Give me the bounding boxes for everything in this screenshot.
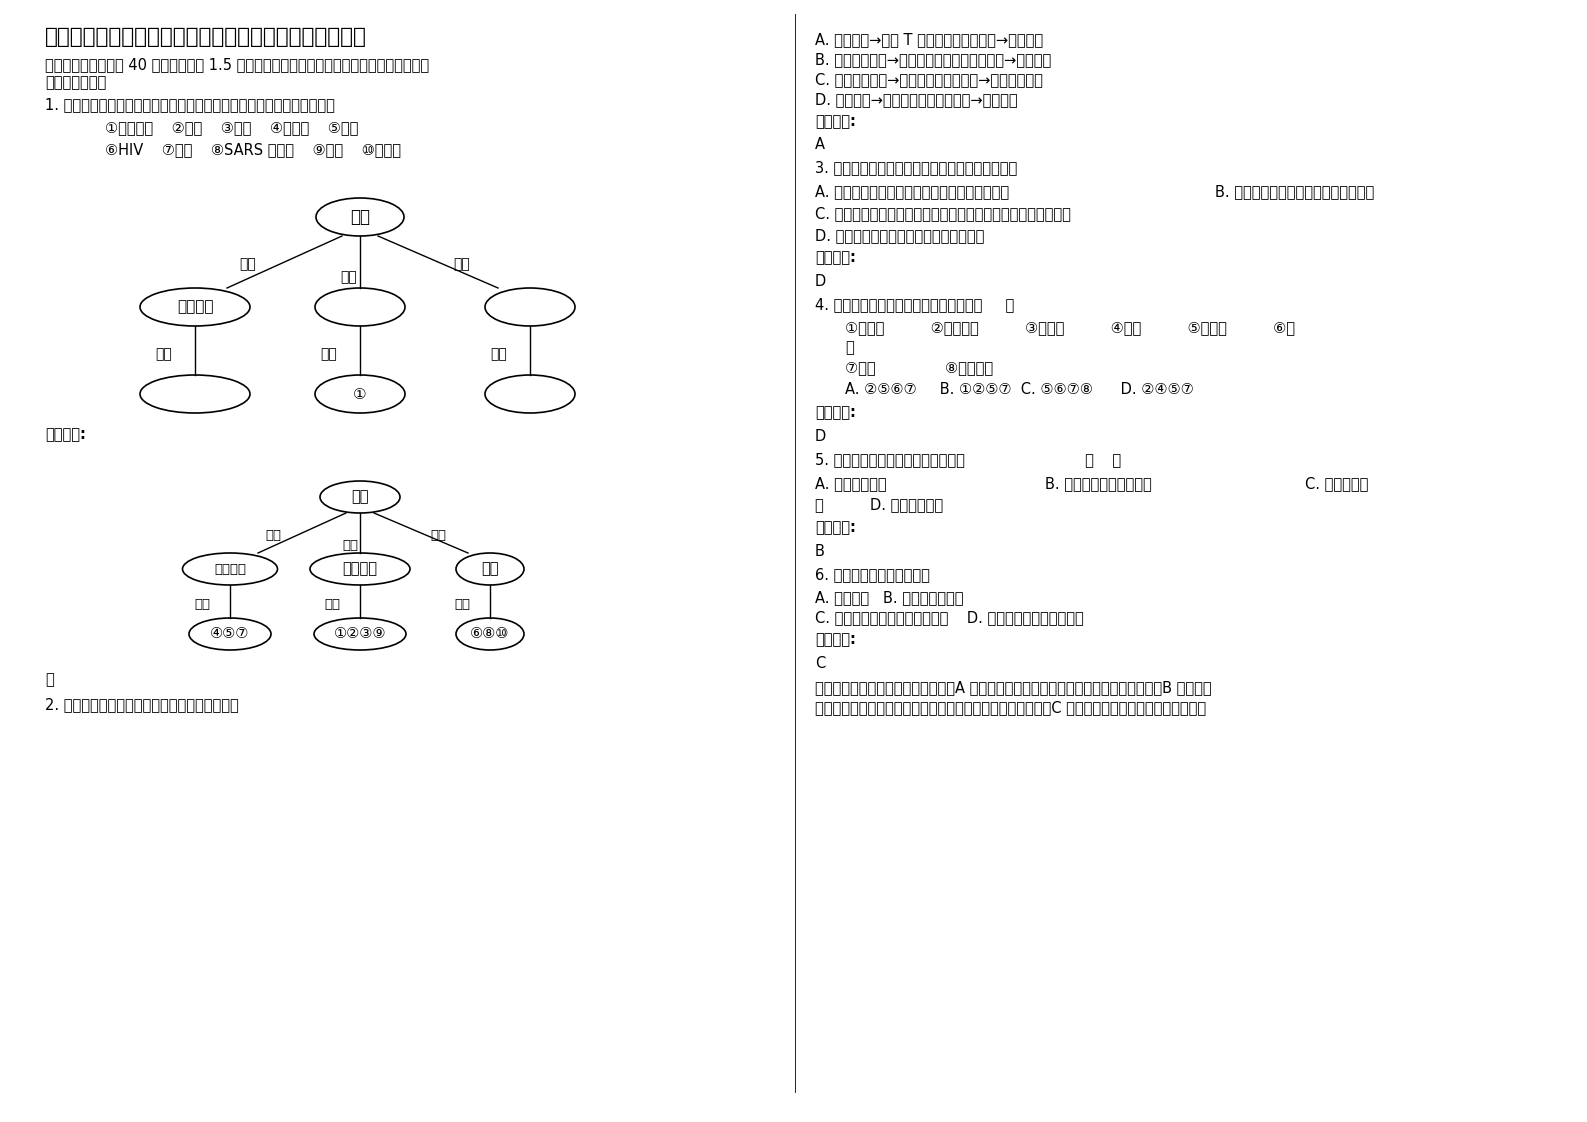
Text: 包括: 包括 bbox=[240, 257, 256, 272]
Text: D: D bbox=[816, 429, 827, 444]
Text: 原核生物: 原核生物 bbox=[343, 561, 378, 577]
Text: 体: 体 bbox=[844, 340, 854, 355]
Text: A: A bbox=[816, 137, 825, 151]
Text: C. 真菌和草履: C. 真菌和草履 bbox=[1305, 476, 1368, 491]
Text: 参考答案:: 参考答案: bbox=[44, 427, 86, 442]
Text: ⑥⑧⑩: ⑥⑧⑩ bbox=[470, 626, 509, 642]
Text: A. 细菌和变形虫: A. 细菌和变形虫 bbox=[816, 476, 887, 491]
Text: 参考答案:: 参考答案: bbox=[816, 250, 855, 265]
Text: A. ②⑤⑥⑦     B. ①②⑤⑦  C. ⑤⑥⑦⑧      D. ②④⑤⑦: A. ②⑤⑥⑦ B. ①②⑤⑦ C. ⑤⑥⑦⑧ D. ②④⑤⑦ bbox=[844, 381, 1193, 397]
Text: ①大肠杆菌    ②发菜    ③蓝藻    ④酵母菌    ⑤霉菌: ①大肠杆菌 ②发菜 ③蓝藻 ④酵母菌 ⑤霉菌 bbox=[105, 120, 359, 135]
Text: 皮细胞中的水和蛋白质分子属于系统，但是不属于生命系统，C 错误；生活在池塘中的各种生物属于: 皮细胞中的水和蛋白质分子属于系统，但是不属于生命系统，C 错误；生活在池塘中的各… bbox=[816, 700, 1206, 715]
Text: 实例: 实例 bbox=[454, 598, 470, 611]
Text: 包括: 包括 bbox=[343, 539, 359, 552]
Text: C: C bbox=[816, 656, 825, 671]
Text: 包括: 包括 bbox=[430, 528, 446, 542]
Text: 包括: 包括 bbox=[452, 257, 470, 272]
Text: ④⑤⑦: ④⑤⑦ bbox=[211, 626, 249, 642]
Text: D. 单侧光照→植物体生长素重新分布→向光弯曲: D. 单侧光照→植物体生长素重新分布→向光弯曲 bbox=[816, 92, 1017, 107]
Text: 6. 下列哪项不属于生命系统: 6. 下列哪项不属于生命系统 bbox=[816, 567, 930, 582]
Text: 生物: 生物 bbox=[351, 208, 370, 226]
Text: D: D bbox=[816, 274, 827, 289]
Text: 参考答案:: 参考答案: bbox=[816, 114, 855, 129]
Text: ①淀粉酶          ②核糖核酸          ③胰岛素          ④脂肪          ⑤赖氨酸          ⑥抗: ①淀粉酶 ②核糖核酸 ③胰岛素 ④脂肪 ⑤赖氨酸 ⑥抗 bbox=[844, 320, 1295, 335]
Text: C. 摄入高糖食品→人体胰岛素分泌增加→血糖水平回落: C. 摄入高糖食品→人体胰岛素分泌增加→血糖水平回落 bbox=[816, 72, 1043, 88]
Text: ⑦淀粉               ⑧血红蛋白: ⑦淀粉 ⑧血红蛋白 bbox=[844, 360, 993, 375]
Text: 真核生物: 真核生物 bbox=[214, 562, 246, 576]
Text: B: B bbox=[816, 544, 825, 559]
Text: A. 低倍镜下找到细胞中的线粒体后，换上高倍镜: A. 低倍镜下找到细胞中的线粒体后，换上高倍镜 bbox=[816, 184, 1009, 199]
Text: 1. 请完成下面的概念图，并将下列生物或结构对应的序号填入概念图中。: 1. 请完成下面的概念图，并将下列生物或结构对应的序号填入概念图中。 bbox=[44, 96, 335, 112]
Text: 参考答案:: 参考答案: bbox=[816, 519, 855, 535]
Text: 真核生物: 真核生物 bbox=[176, 300, 213, 314]
Text: 2. 有关生物体对刺激做出反应的表述，错误的是: 2. 有关生物体对刺激做出反应的表述，错误的是 bbox=[44, 697, 238, 712]
Text: 包括: 包括 bbox=[340, 270, 357, 284]
Text: 3. 下列有关高倍镜下观察线粒体的叙述，错误的是: 3. 下列有关高倍镜下观察线粒体的叙述，错误的是 bbox=[816, 160, 1017, 175]
Text: C. 用健那绿染色剂将线粒体染成蓝绿色，线粒体保持活性数小时: C. 用健那绿染色剂将线粒体染成蓝绿色，线粒体保持活性数小时 bbox=[816, 206, 1071, 221]
Text: B. 高倍镜下观察的是生活状态的线粒体: B. 高倍镜下观察的是生活状态的线粒体 bbox=[1216, 184, 1374, 199]
Text: A. 一只青蛙   B. 青蛙的表皮细胞: A. 一只青蛙 B. 青蛙的表皮细胞 bbox=[816, 590, 963, 605]
Text: ①②③⑨: ①②③⑨ bbox=[333, 626, 386, 642]
Text: B. 烟草花叶病毒和噬菌体: B. 烟草花叶病毒和噬菌体 bbox=[1044, 476, 1152, 491]
Text: 略: 略 bbox=[44, 672, 54, 687]
Text: 包括: 包括 bbox=[265, 528, 281, 542]
Text: 实例: 实例 bbox=[194, 598, 209, 611]
Text: 题目要求的。）: 题目要求的。） bbox=[44, 75, 106, 90]
Text: 虫          D. 蓝藻和乳酸菌: 虫 D. 蓝藻和乳酸菌 bbox=[816, 497, 943, 512]
Text: 生物: 生物 bbox=[351, 489, 368, 505]
Text: 一只青蛙属于生命系统的个体层次，A 正确；青蛙的表皮细胞属于生命系统的细胞层次，B 正确；表: 一只青蛙属于生命系统的个体层次，A 正确；青蛙的表皮细胞属于生命系统的细胞层次，… bbox=[816, 680, 1211, 695]
Text: 四川省广元市白果乡九年制学校高一生物模拟试卷含解析: 四川省广元市白果乡九年制学校高一生物模拟试卷含解析 bbox=[44, 27, 367, 47]
Text: C. 表皮细胞中的水和蛋白质分子    D. 生活在池塘中的各种生物: C. 表皮细胞中的水和蛋白质分子 D. 生活在池塘中的各种生物 bbox=[816, 610, 1084, 625]
Text: 实例: 实例 bbox=[324, 598, 340, 611]
Text: 病毒: 病毒 bbox=[481, 561, 498, 577]
Text: 5. 下列各项中，不具有细胞结构的是                          （    ）: 5. 下列各项中，不具有细胞结构的是 （ ） bbox=[816, 452, 1120, 467]
Text: 实例: 实例 bbox=[490, 347, 506, 361]
Text: B. 外界温度降低→哺乳动物体温调节中枢兴奋→体温稳定: B. 外界温度降低→哺乳动物体温调节中枢兴奋→体温稳定 bbox=[816, 52, 1051, 67]
Text: 实例: 实例 bbox=[321, 347, 336, 361]
Text: 一、选择题（本题共 40 小题，每小题 1.5 分。在每小题给出的四个选项中，只有一项是符合: 一、选择题（本题共 40 小题，每小题 1.5 分。在每小题给出的四个选项中，只… bbox=[44, 57, 428, 72]
Text: A. 病毒感染→人体 T 细胞分泌特异性抗体→清除病毒: A. 病毒感染→人体 T 细胞分泌特异性抗体→清除病毒 bbox=[816, 33, 1043, 47]
Text: 实例: 实例 bbox=[156, 347, 171, 361]
Text: 参考答案:: 参考答案: bbox=[816, 405, 855, 420]
Text: ①: ① bbox=[354, 386, 367, 402]
Text: ⑥HIV    ⑦水绵    ⑧SARS 病原体    ⑨细菌    ⑩噬菌体: ⑥HIV ⑦水绵 ⑧SARS 病原体 ⑨细菌 ⑩噬菌体 bbox=[105, 142, 402, 157]
Text: D. 观察线粒体时所取的材料是新鲜菠菜叶: D. 观察线粒体时所取的材料是新鲜菠菜叶 bbox=[816, 228, 984, 243]
Text: 4. 下列物质中，不在核糖体上合成的是（     ）: 4. 下列物质中，不在核糖体上合成的是（ ） bbox=[816, 297, 1014, 312]
Text: 参考答案:: 参考答案: bbox=[816, 632, 855, 647]
